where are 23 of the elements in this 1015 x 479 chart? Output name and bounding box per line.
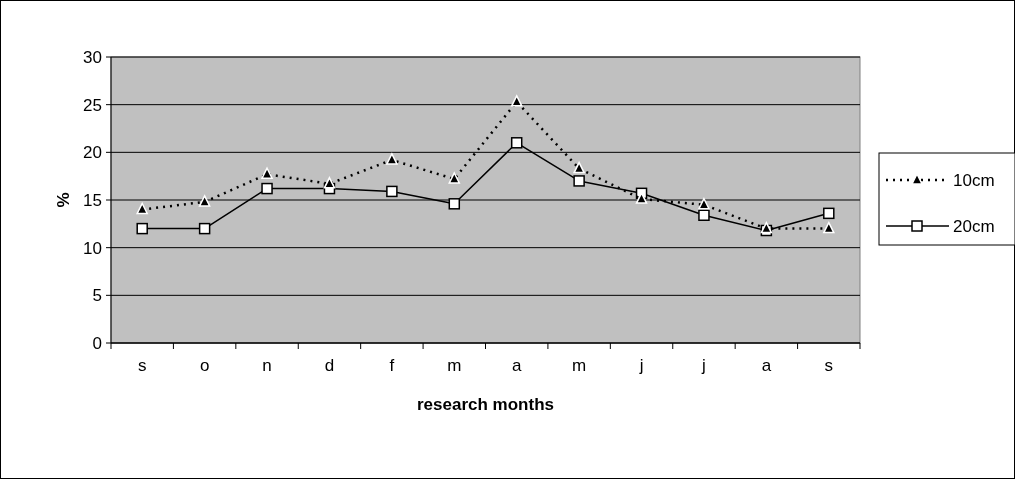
- legend-label: 10cm: [953, 170, 995, 190]
- y-tick-label: 0: [92, 333, 102, 353]
- y-tick-label: 15: [83, 190, 102, 210]
- x-tick-label: m: [572, 356, 587, 375]
- y-axis-title: %: [54, 192, 73, 208]
- y-tick-label: 25: [83, 95, 102, 115]
- x-tick-label: d: [324, 356, 335, 375]
- x-tick-label: s: [824, 356, 834, 375]
- x-tick-label: o: [199, 356, 210, 375]
- x-tick-label: s: [137, 356, 147, 375]
- x-axis-title: research months: [417, 395, 554, 414]
- y-tick-label: 10: [83, 238, 102, 258]
- x-tick-label: f: [389, 356, 395, 375]
- y-tick-label: 5: [92, 286, 102, 306]
- x-tick-label: a: [511, 356, 522, 375]
- x-tick-label: j: [701, 356, 706, 375]
- x-tick-label: m: [447, 356, 462, 375]
- legend-label: 20cm: [953, 216, 995, 236]
- y-tick-label: 20: [83, 143, 102, 163]
- y-tick-label: 30: [83, 47, 102, 67]
- x-tick-label: a: [761, 356, 772, 375]
- x-tick-label: j: [638, 356, 644, 375]
- x-tick-label: n: [262, 356, 272, 375]
